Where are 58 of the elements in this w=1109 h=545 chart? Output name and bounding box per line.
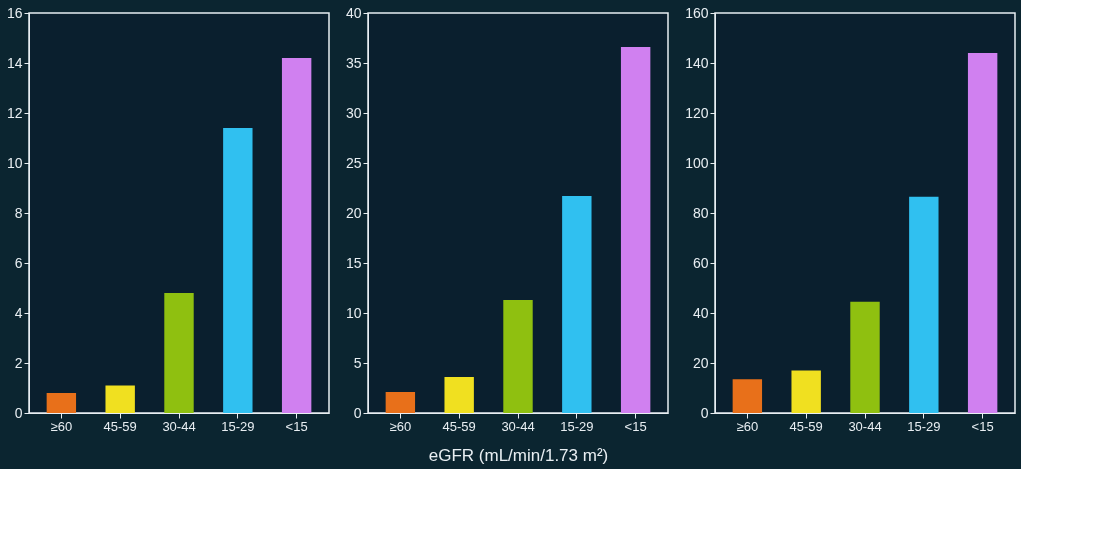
y-tick-label: 0 — [14, 404, 23, 421]
x-tick-label: 15-29 — [221, 418, 255, 434]
bar — [791, 370, 821, 413]
y-tick-label: 2 — [14, 354, 23, 371]
y-tick-label: 10 — [6, 154, 23, 171]
x-tick-label: 45-59 — [789, 418, 823, 434]
y-tick-label: 5 — [353, 354, 362, 371]
y-tick-label: 40 — [692, 304, 709, 321]
bar — [850, 301, 880, 413]
y-tick-label: 40 — [345, 4, 362, 21]
bar — [967, 53, 998, 413]
bar — [620, 47, 651, 413]
y-tick-label: 10 — [345, 304, 362, 321]
y-tick-label: 140 — [685, 54, 709, 71]
y-tick-label: 120 — [685, 104, 709, 121]
y-tick-label: 100 — [685, 154, 709, 171]
x-tick-label: 15-29 — [560, 418, 594, 434]
x-tick-label: ≥60 — [50, 418, 73, 434]
bar — [223, 128, 253, 413]
x-tick-label: ≥60 — [389, 418, 412, 434]
bar — [909, 196, 939, 413]
x-tick-label: <15 — [971, 418, 994, 434]
y-tick-label: 8 — [14, 204, 23, 221]
bar — [164, 293, 194, 413]
bar — [385, 392, 416, 413]
y-tick-label: 16 — [6, 4, 23, 21]
y-tick-label: 80 — [692, 204, 709, 221]
bar — [46, 393, 77, 413]
x-tick-label: 15-29 — [907, 418, 941, 434]
x-tick-label: 30-44 — [162, 418, 196, 434]
y-tick-label: 12 — [6, 104, 23, 121]
y-tick-label: 0 — [353, 404, 362, 421]
y-tick-label: 160 — [685, 4, 709, 21]
y-tick-label: 4 — [14, 304, 23, 321]
y-tick-label: 15 — [345, 254, 362, 271]
y-tick-label: 0 — [700, 404, 709, 421]
x-tick-label: <15 — [285, 418, 308, 434]
bar — [105, 385, 135, 413]
x-tick-label: 30-44 — [501, 418, 535, 434]
bar — [444, 377, 474, 413]
y-tick-label: 60 — [692, 254, 709, 271]
x-tick-label: <15 — [624, 418, 647, 434]
x-tick-label: 30-44 — [848, 418, 882, 434]
x-tick-label: ≥60 — [736, 418, 759, 434]
y-tick-label: 20 — [345, 204, 362, 221]
y-tick-label: 6 — [14, 254, 23, 271]
bar — [281, 58, 312, 413]
bar — [503, 300, 533, 413]
y-tick-label: 35 — [345, 54, 362, 71]
y-tick-label: 14 — [6, 54, 23, 71]
y-tick-label: 30 — [345, 104, 362, 121]
bar — [732, 379, 763, 413]
y-tick-label: 25 — [345, 154, 362, 171]
y-tick-label: 20 — [692, 354, 709, 371]
x-tick-label: 45-59 — [442, 418, 476, 434]
bar — [562, 196, 592, 413]
x-tick-label: 45-59 — [103, 418, 137, 434]
x-axis-title: eGFR (mL/min/1.73 m²) — [428, 445, 609, 465]
